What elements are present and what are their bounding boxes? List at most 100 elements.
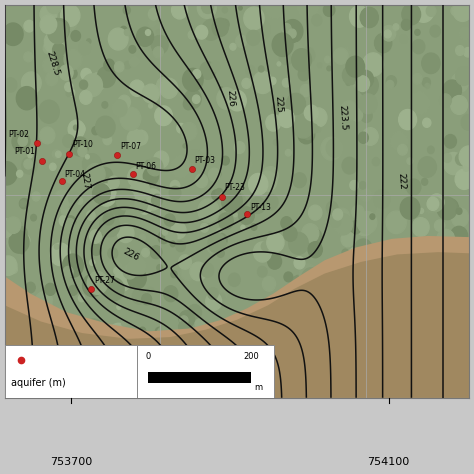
Circle shape <box>291 275 307 294</box>
Circle shape <box>455 169 473 190</box>
Circle shape <box>356 76 370 91</box>
Circle shape <box>398 145 407 155</box>
Circle shape <box>164 214 175 226</box>
Circle shape <box>172 1 188 19</box>
Circle shape <box>258 66 264 72</box>
Circle shape <box>386 81 394 89</box>
Circle shape <box>291 385 312 409</box>
Circle shape <box>55 244 59 249</box>
Circle shape <box>122 320 127 327</box>
Circle shape <box>459 146 474 167</box>
Circle shape <box>258 118 263 123</box>
Circle shape <box>45 283 55 295</box>
Circle shape <box>426 204 435 214</box>
Circle shape <box>61 207 69 215</box>
Circle shape <box>82 74 102 97</box>
Circle shape <box>128 380 136 390</box>
Circle shape <box>250 197 265 213</box>
Circle shape <box>180 316 188 325</box>
Circle shape <box>326 139 343 157</box>
Circle shape <box>456 46 465 55</box>
Circle shape <box>55 151 61 157</box>
Circle shape <box>292 58 295 63</box>
Circle shape <box>179 321 188 332</box>
Circle shape <box>80 91 92 104</box>
Circle shape <box>341 101 358 120</box>
Circle shape <box>414 290 430 307</box>
Circle shape <box>34 339 43 348</box>
Circle shape <box>202 19 220 40</box>
Circle shape <box>268 254 282 269</box>
Circle shape <box>395 301 401 308</box>
Circle shape <box>157 363 168 376</box>
Circle shape <box>284 272 292 282</box>
Text: 200: 200 <box>244 352 259 361</box>
Circle shape <box>350 221 362 234</box>
Circle shape <box>221 190 242 213</box>
Circle shape <box>65 82 73 91</box>
Circle shape <box>318 63 322 68</box>
Circle shape <box>240 321 258 341</box>
Circle shape <box>238 6 242 10</box>
Circle shape <box>376 45 380 49</box>
Circle shape <box>20 200 26 207</box>
Circle shape <box>349 68 362 82</box>
Circle shape <box>44 36 55 49</box>
Circle shape <box>108 248 118 259</box>
Circle shape <box>59 68 65 74</box>
Circle shape <box>54 190 69 208</box>
Circle shape <box>356 194 376 217</box>
Text: 223.5: 223.5 <box>337 104 348 130</box>
Circle shape <box>286 93 305 115</box>
Circle shape <box>451 73 468 92</box>
Circle shape <box>360 188 372 201</box>
Circle shape <box>155 328 163 335</box>
Circle shape <box>53 43 64 56</box>
Circle shape <box>267 233 284 252</box>
Circle shape <box>16 227 27 240</box>
Circle shape <box>150 246 162 259</box>
Circle shape <box>358 132 368 143</box>
Circle shape <box>182 68 203 91</box>
Circle shape <box>419 209 424 213</box>
Circle shape <box>259 171 277 191</box>
Circle shape <box>413 0 434 22</box>
Circle shape <box>407 179 421 195</box>
Circle shape <box>129 56 140 67</box>
Circle shape <box>257 339 274 357</box>
Circle shape <box>72 137 89 156</box>
Circle shape <box>43 308 59 327</box>
Circle shape <box>361 109 372 122</box>
Circle shape <box>109 201 125 218</box>
Circle shape <box>104 374 114 385</box>
Circle shape <box>96 116 115 138</box>
Circle shape <box>80 80 88 89</box>
Circle shape <box>451 96 467 114</box>
Circle shape <box>451 6 459 16</box>
Circle shape <box>21 235 30 245</box>
Circle shape <box>239 207 254 224</box>
Circle shape <box>244 7 264 30</box>
Circle shape <box>34 316 38 320</box>
Circle shape <box>19 199 29 209</box>
Circle shape <box>465 319 472 326</box>
Circle shape <box>171 271 177 278</box>
Circle shape <box>342 283 362 306</box>
Circle shape <box>236 200 246 210</box>
Circle shape <box>98 228 104 235</box>
Circle shape <box>304 344 322 364</box>
Circle shape <box>281 217 292 229</box>
Circle shape <box>404 290 418 306</box>
Circle shape <box>183 144 187 148</box>
Text: 225: 225 <box>273 95 283 113</box>
Circle shape <box>82 274 103 297</box>
Circle shape <box>291 366 311 389</box>
Circle shape <box>146 30 151 36</box>
Circle shape <box>197 0 216 18</box>
Circle shape <box>456 208 462 214</box>
Circle shape <box>228 273 240 286</box>
Circle shape <box>251 224 257 230</box>
Circle shape <box>289 232 308 254</box>
Circle shape <box>90 350 109 372</box>
Circle shape <box>403 276 420 296</box>
